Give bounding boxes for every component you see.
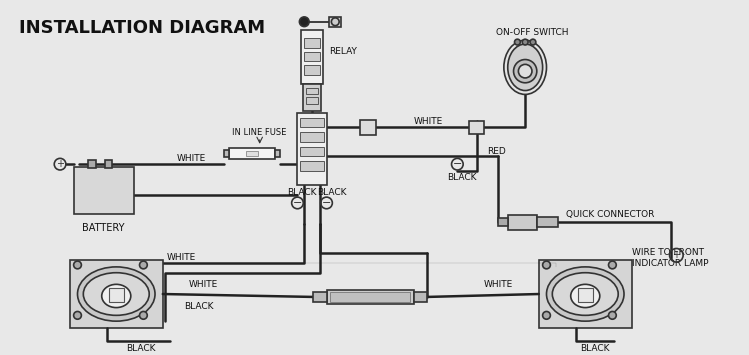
Bar (224, 150, 228, 157)
Circle shape (73, 311, 82, 319)
Text: RELAY: RELAY (330, 47, 357, 56)
Bar (300, 161, 324, 171)
Text: −: − (293, 198, 302, 208)
Ellipse shape (508, 44, 542, 91)
Bar (469, 121, 485, 134)
Circle shape (515, 39, 521, 45)
Ellipse shape (504, 40, 547, 94)
Bar (327, 290, 413, 304)
Bar (303, 84, 321, 111)
Text: WHITE: WHITE (413, 117, 443, 126)
Text: BLACK: BLACK (447, 173, 477, 182)
Circle shape (331, 18, 339, 26)
Text: +: + (56, 159, 64, 169)
Ellipse shape (83, 273, 149, 315)
Circle shape (608, 261, 616, 269)
Circle shape (608, 311, 616, 319)
Text: WHITE: WHITE (483, 280, 512, 289)
Bar (300, 132, 324, 142)
Bar (413, 292, 428, 302)
Circle shape (139, 311, 148, 319)
Bar (300, 118, 324, 127)
Bar (304, 65, 320, 75)
Bar (539, 260, 631, 328)
Circle shape (542, 261, 551, 269)
Circle shape (73, 261, 82, 269)
Text: INSTALLATION DIAGRAM: INSTALLATION DIAGRAM (19, 19, 265, 37)
Bar (301, 31, 323, 84)
Bar (88, 160, 96, 168)
Bar (304, 38, 320, 48)
Text: +: + (673, 250, 680, 260)
Circle shape (530, 39, 536, 45)
Circle shape (139, 261, 148, 269)
Bar (306, 97, 318, 104)
Bar (109, 288, 124, 302)
Bar (537, 218, 558, 227)
Text: IN LINE FUSE: IN LINE FUSE (232, 128, 287, 137)
Bar (330, 17, 341, 27)
Text: BLACK: BLACK (317, 189, 346, 197)
Bar (508, 214, 537, 230)
Text: BLACK: BLACK (184, 302, 213, 311)
Text: WHITE: WHITE (189, 280, 218, 289)
Text: BLACK: BLACK (126, 344, 155, 354)
Bar (297, 113, 327, 186)
Bar (300, 147, 324, 157)
Text: WHITE: WHITE (176, 154, 205, 163)
Text: ON-OFF SWITCH: ON-OFF SWITCH (496, 28, 568, 37)
Bar (275, 150, 280, 157)
Bar (70, 260, 163, 328)
Circle shape (300, 17, 309, 27)
Ellipse shape (77, 267, 155, 321)
Circle shape (518, 64, 532, 78)
Text: BATTERY: BATTERY (82, 223, 125, 233)
Bar (306, 88, 318, 94)
Bar (105, 160, 112, 168)
Bar (577, 288, 593, 302)
Bar (304, 52, 320, 61)
Bar (360, 120, 376, 135)
Bar (246, 151, 258, 157)
Bar (313, 292, 327, 302)
Text: −: − (452, 159, 462, 169)
Circle shape (522, 39, 528, 45)
Circle shape (542, 311, 551, 319)
Text: WHITE: WHITE (166, 253, 196, 262)
Circle shape (514, 60, 537, 83)
Text: WIRE TO FRONT
INDICATOR LAMP: WIRE TO FRONT INDICATOR LAMP (631, 248, 709, 268)
Ellipse shape (552, 273, 618, 315)
Ellipse shape (547, 267, 624, 321)
Text: −: − (322, 198, 331, 208)
Bar (498, 218, 508, 226)
Bar (228, 148, 275, 159)
Text: QUICK CONNECTOR: QUICK CONNECTOR (566, 210, 654, 219)
Text: RED: RED (487, 147, 506, 156)
Bar (330, 292, 410, 302)
Text: BLACK: BLACK (288, 189, 317, 197)
Text: BLACK: BLACK (580, 344, 610, 354)
Ellipse shape (571, 284, 600, 307)
Bar (73, 167, 134, 214)
Ellipse shape (102, 284, 131, 307)
